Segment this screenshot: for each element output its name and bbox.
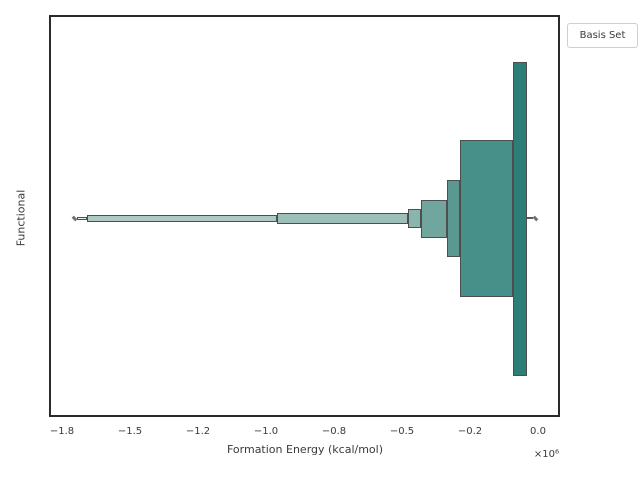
boxen-box-level-4 bbox=[407, 208, 422, 229]
x-tick-label: −1.2 bbox=[185, 426, 211, 437]
legend: Basis Set bbox=[567, 23, 638, 48]
boxen-box-level-7-outermost bbox=[76, 216, 88, 221]
x-tick-label: −0.2 bbox=[457, 426, 483, 437]
x-axis-offset-label: ×10⁶ bbox=[533, 449, 559, 460]
y-axis-label: Functional bbox=[14, 189, 28, 247]
boxen-box-level-6 bbox=[87, 215, 277, 222]
x-tick-label: −1.0 bbox=[253, 426, 279, 437]
x-axis-label: Formation Energy (kcal/mol) bbox=[226, 443, 384, 456]
x-tick-label: 0.0 bbox=[530, 426, 546, 437]
x-tick-label: −0.8 bbox=[321, 426, 347, 437]
boxen-box-level-5 bbox=[276, 213, 408, 224]
x-tick-label: −0.5 bbox=[389, 426, 415, 437]
x-tick-label: −1.8 bbox=[49, 426, 75, 437]
boxen-box-level-2 bbox=[446, 179, 460, 258]
tail-line bbox=[526, 217, 534, 219]
boxen-box-level-1 bbox=[459, 140, 513, 297]
legend-title: Basis Set bbox=[579, 30, 626, 41]
boxen-box-median-box bbox=[512, 61, 527, 376]
x-tick-label: −1.5 bbox=[117, 426, 143, 437]
boxen-box-level-3 bbox=[421, 199, 447, 238]
